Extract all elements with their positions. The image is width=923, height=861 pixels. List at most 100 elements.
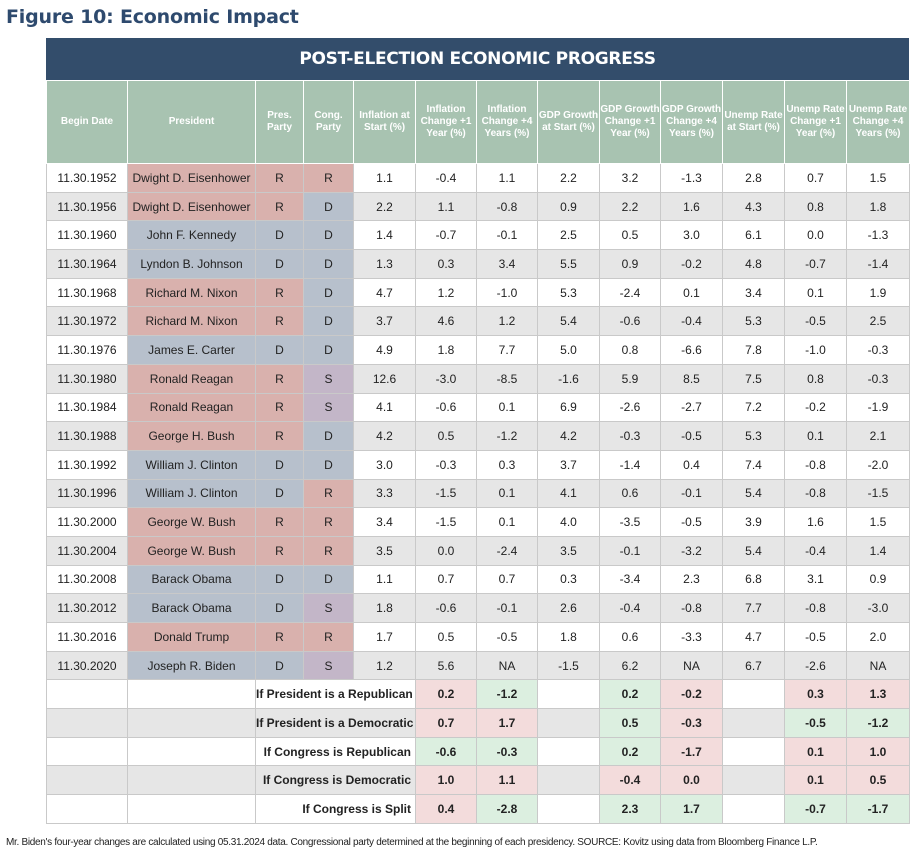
- table-cell: 1.8: [537, 622, 600, 652]
- table-cell: 0.1: [476, 392, 538, 423]
- table-cell: NA: [660, 650, 723, 681]
- table-cell: -0.8: [476, 191, 538, 222]
- table-cell: Ronald Reagan: [127, 392, 256, 423]
- table-cell: 11.30.2012: [46, 593, 128, 623]
- table-cell: William J. Clinton: [127, 449, 256, 480]
- table-cell: George W. Bush: [127, 507, 256, 537]
- table-row: 11.30.1960 John F. Kennedy D D 1.4 -0.7 -0.1 2.…: [46, 220, 910, 251]
- table-cell: 4.2: [537, 421, 600, 451]
- table-cell: 1.3: [353, 249, 416, 279]
- summary-value: 0.2: [415, 679, 477, 710]
- table-cell: John F. Kennedy: [127, 220, 256, 251]
- table-cell: 5.3: [537, 277, 600, 308]
- table-cell: 0.1: [476, 478, 538, 509]
- table-cell: -1.5: [415, 478, 477, 509]
- table-cell: 4.7: [353, 277, 416, 308]
- table-cell: 3.5: [353, 535, 416, 566]
- summary-value: -0.7: [784, 794, 847, 824]
- table-cell: D: [303, 220, 354, 251]
- summary-row: If President is a Republican 0.2 -1.2 0.2 -0…: [46, 679, 910, 710]
- column-header: Inflation Change +1 Year (%): [415, 80, 477, 164]
- summary-value: -1.2: [476, 679, 538, 710]
- table-cell: -0.4: [784, 535, 847, 566]
- table-cell: -0.4: [660, 306, 723, 337]
- summary-row: If President is a Democratic 0.7 1.7 0.5 -0.…: [46, 708, 910, 738]
- table-cell: 1.2: [353, 650, 416, 681]
- table-cell: D: [303, 335, 354, 365]
- table-cell: Barack Obama: [127, 593, 256, 623]
- footnote: Mr. Biden's four-year changes are calcul…: [6, 837, 818, 848]
- summary-empty-cell: [127, 765, 256, 796]
- table-cell: -0.4: [415, 163, 477, 193]
- table-cell: -2.0: [846, 449, 910, 480]
- table-cell: 0.7: [476, 564, 538, 595]
- table-cell: 7.2: [722, 392, 785, 423]
- summary-empty-cell: [537, 708, 600, 738]
- table-cell: 0.6: [599, 478, 661, 509]
- table-row: 11.30.1992 William J. Clinton D D 3.0 -0.3 0.3…: [46, 449, 910, 480]
- column-header: GDP Growth Change +4 Years (%): [660, 80, 723, 164]
- summary-value: 0.2: [599, 736, 661, 767]
- summary-value: 1.0: [846, 736, 910, 767]
- table-cell: -1.5: [846, 478, 910, 509]
- table-row: 11.30.1976 James E. Carter D D 4.9 1.8 7.7 5.0 0…: [46, 335, 910, 365]
- table-cell: 0.0: [784, 220, 847, 251]
- summary-value: -2.8: [476, 794, 538, 824]
- table-cell: S: [303, 392, 354, 423]
- table-cell: 12.6: [353, 363, 416, 394]
- table-cell: -0.1: [660, 478, 723, 509]
- table-cell: 1.2: [415, 277, 477, 308]
- table-cell: 2.2: [537, 163, 600, 193]
- table-cell: 11.30.1984: [46, 392, 128, 423]
- table-row: 11.30.1980 Ronald Reagan R S 12.6 -3.0 -8.5 -1.…: [46, 363, 910, 394]
- table-cell: 0.7: [415, 564, 477, 595]
- summary-empty-cell: [722, 794, 785, 824]
- table-cell: 1.1: [353, 163, 416, 193]
- table-cell: 6.2: [599, 650, 661, 681]
- table-cell: -0.3: [846, 363, 910, 394]
- table-cell: 11.30.2000: [46, 507, 128, 537]
- summary-empty-cell: [46, 736, 128, 767]
- table-cell: D: [303, 191, 354, 222]
- table-cell: 11.30.1968: [46, 277, 128, 308]
- table-cell: -3.5: [599, 507, 661, 537]
- summary-empty-cell: [127, 679, 256, 710]
- table-cell: -0.7: [784, 249, 847, 279]
- table-cell: D: [255, 249, 304, 279]
- summary-value: -0.5: [784, 708, 847, 738]
- table-cell: Richard M. Nixon: [127, 277, 256, 308]
- table-cell: -0.8: [784, 593, 847, 623]
- column-header: GDP Growth at Start (%): [537, 80, 600, 164]
- summary-value: -1.7: [846, 794, 910, 824]
- table-cell: 11.30.1956: [46, 191, 128, 222]
- table-cell: -0.2: [784, 392, 847, 423]
- table-cell: 7.7: [476, 335, 538, 365]
- table-cell: D: [255, 650, 304, 681]
- column-header: Pres. Party: [255, 80, 304, 164]
- summary-empty-cell: [722, 708, 785, 738]
- table-cell: 2.5: [846, 306, 910, 337]
- table-cell: George H. Bush: [127, 421, 256, 451]
- table-cell: R: [255, 535, 304, 566]
- table-cell: 11.30.1972: [46, 306, 128, 337]
- table-cell: -3.4: [599, 564, 661, 595]
- table-cell: 0.1: [660, 277, 723, 308]
- table-body: 11.30.1952 Dwight D. Eisenhower R R 1.1 -0.4 1…: [46, 163, 910, 824]
- table-cell: 3.7: [353, 306, 416, 337]
- table-row: 11.30.1956 Dwight D. Eisenhower R D 2.2 1.1 -0…: [46, 191, 910, 222]
- table-cell: -0.6: [599, 306, 661, 337]
- table-cell: 1.1: [353, 564, 416, 595]
- table-cell: R: [303, 478, 354, 509]
- table-cell: 6.9: [537, 392, 600, 423]
- table-cell: 1.4: [353, 220, 416, 251]
- table-row: 11.30.2012 Barack Obama D S 1.8 -0.6 -0.1 2.6 -0…: [46, 593, 910, 623]
- table-cell: 3.4: [353, 507, 416, 537]
- table-cell: 0.3: [415, 249, 477, 279]
- table-row: 11.30.1972 Richard M. Nixon R D 3.7 4.6 1.2 5.4…: [46, 306, 910, 337]
- table-row: 11.30.2008 Barack Obama D D 1.1 0.7 0.7 0.3 -3.4…: [46, 564, 910, 595]
- table-cell: -0.6: [415, 593, 477, 623]
- table-row: 11.30.2020 Joseph R. Biden D S 1.2 5.6 NA -1.5 6…: [46, 650, 910, 681]
- summary-empty-cell: [722, 679, 785, 710]
- summary-empty-cell: [46, 794, 128, 824]
- table-cell: Ronald Reagan: [127, 363, 256, 394]
